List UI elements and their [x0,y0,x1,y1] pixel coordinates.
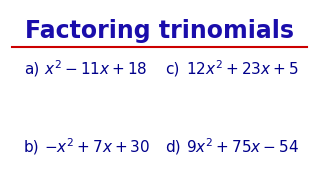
Text: b): b) [24,139,39,154]
Text: $-x^{2} + 7x + 30$: $-x^{2} + 7x + 30$ [44,137,151,156]
Text: $9x^{2} + 75x - 54$: $9x^{2} + 75x - 54$ [186,137,299,156]
Text: c): c) [165,61,180,76]
Text: $12x^{2} + 23x + 5$: $12x^{2} + 23x + 5$ [186,59,299,78]
Text: $x^{2} - 11x + 18$: $x^{2} - 11x + 18$ [44,59,148,78]
Text: Factoring trinomials: Factoring trinomials [25,19,294,43]
Text: d): d) [165,139,181,154]
Text: a): a) [24,61,39,76]
